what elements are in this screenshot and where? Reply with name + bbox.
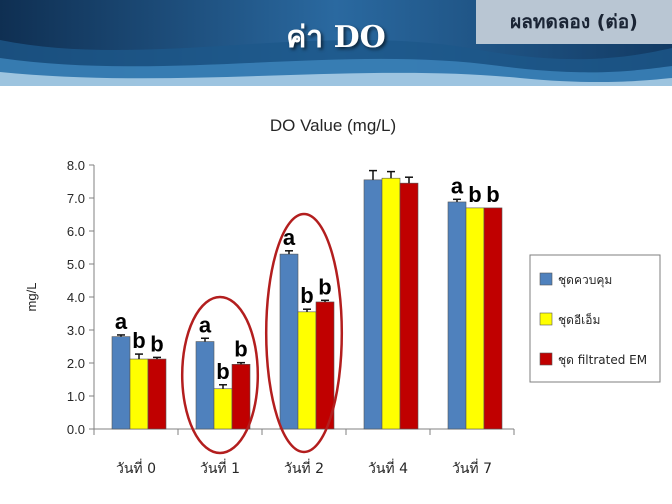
slide-tag-label: ผลทดลอง (ต่อ): [510, 11, 638, 33]
y-tick-label: 2.0: [67, 356, 85, 371]
significance-letter: a: [199, 312, 212, 337]
bar-3-1: [147, 358, 167, 430]
legend-label: ชุดควบคุม: [558, 273, 612, 288]
bar-1-1: [111, 336, 131, 430]
bar-1-4: [363, 179, 383, 430]
bar-2-4: [381, 177, 401, 430]
significance-letter: a: [115, 309, 128, 334]
bar-2-5: [465, 207, 485, 430]
x-tick-label: วันที่ 7: [452, 459, 492, 477]
significance-letter: b: [486, 182, 499, 207]
bar-2-2: [213, 388, 233, 430]
bar-3-5: [483, 207, 503, 430]
bar-2-3: [297, 311, 317, 430]
y-tick-label: 6.0: [67, 224, 85, 239]
bar-2-1: [129, 358, 149, 430]
legend-swatch: [539, 352, 553, 366]
chart-title: DO Value (mg/L): [270, 116, 396, 135]
y-tick-label: 0.0: [67, 422, 85, 437]
significance-letter: b: [150, 331, 163, 356]
x-tick-label: วันที่ 4: [368, 459, 408, 477]
highlight-ellipse: [264, 212, 344, 454]
significance-letter: b: [216, 359, 229, 384]
y-tick-label: 4.0: [67, 290, 85, 305]
bar-3-2: [231, 364, 251, 430]
x-tick-label: วันที่ 0: [116, 459, 156, 477]
y-tick-label: 7.0: [67, 191, 85, 206]
slide-title: ค่า DO: [286, 20, 386, 55]
legend-label: ชุด filtrated EM: [558, 353, 647, 368]
legend-swatch: [539, 272, 553, 286]
legend-label: ชุดอีเอ็ม: [558, 312, 600, 328]
bar-3-4: [399, 182, 419, 430]
significance-letter: b: [318, 274, 331, 299]
bar-1-3: [279, 253, 299, 430]
y-tick-label: 8.0: [67, 158, 85, 173]
slide-header: ค่า DO ผลทดลอง (ต่อ): [0, 0, 672, 86]
bar-3-3: [315, 301, 335, 430]
significance-letter: a: [283, 225, 296, 250]
significance-letter: b: [300, 283, 313, 308]
y-tick-label: 3.0: [67, 323, 85, 338]
significance-letter: b: [132, 328, 145, 353]
significance-letter: a: [451, 173, 464, 198]
x-tick-label: วันที่ 1: [200, 459, 240, 477]
significance-letter: b: [468, 182, 481, 207]
y-tick-label: 5.0: [67, 257, 85, 272]
highlight-ellipse: [180, 295, 260, 455]
significance-letter: b: [234, 337, 247, 362]
y-axis-label: mg/L: [24, 283, 39, 312]
bar-1-5: [447, 201, 467, 430]
slide-tag: ผลทดลอง (ต่อ): [476, 0, 672, 44]
x-tick-label: วันที่ 2: [284, 459, 324, 477]
bar-1-2: [195, 341, 215, 430]
y-tick-label: 1.0: [67, 389, 85, 404]
legend-swatch: [539, 312, 553, 326]
